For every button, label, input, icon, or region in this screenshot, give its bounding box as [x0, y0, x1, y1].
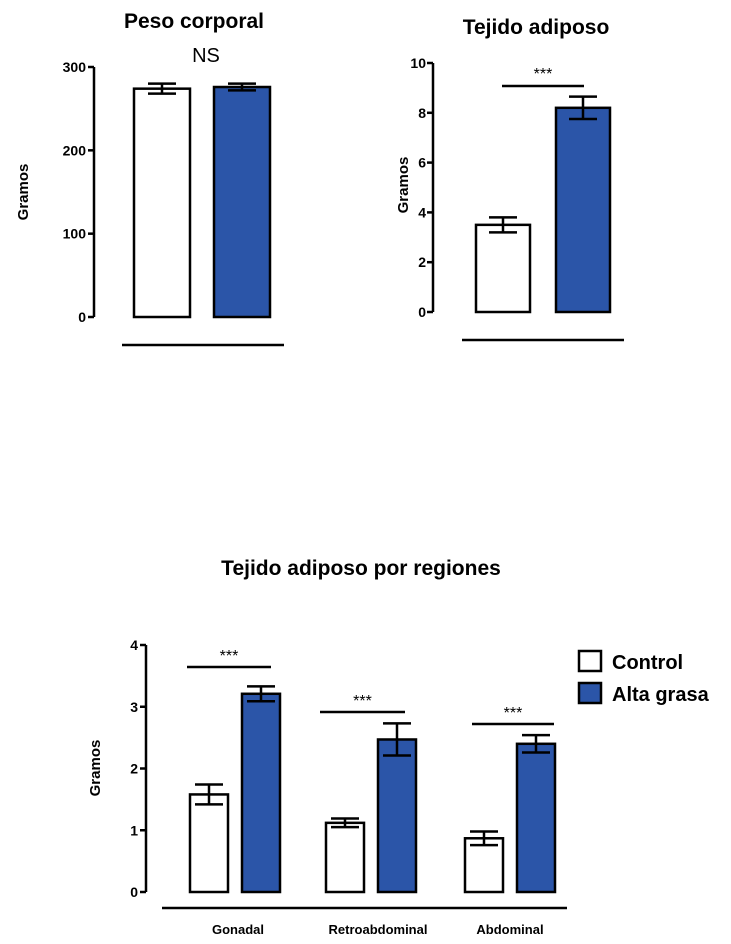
bar-control	[188, 793, 230, 894]
chart-title: Tejido adiposo	[463, 16, 610, 39]
significance-label: ***	[534, 66, 553, 83]
significance-label: ***	[353, 693, 372, 710]
y-axis-label: Gramos	[87, 740, 104, 797]
legend-label: Control	[612, 652, 683, 674]
legend-swatch-alta-grasa	[577, 681, 603, 705]
legend-swatch-control	[577, 649, 603, 673]
chart-title: Tejido adiposo por regiones	[221, 557, 501, 580]
bar-alta-grasa	[240, 692, 282, 894]
bar-alta-grasa	[554, 106, 612, 314]
y-tick-label: 2	[418, 254, 426, 270]
significance-label: ***	[504, 705, 523, 722]
y-tick-label: 3	[130, 699, 138, 715]
x-category-label: Abdominal	[476, 922, 543, 937]
y-tick-label: 4	[130, 637, 138, 653]
significance-label: ***	[220, 648, 239, 665]
y-tick-label: 1	[130, 822, 138, 838]
y-axis-label: Gramos	[15, 164, 32, 221]
y-axis-label: Gramos	[395, 157, 412, 214]
bar-alta-grasa	[376, 738, 418, 894]
y-tick-label: 300	[63, 59, 87, 75]
y-tick-label: 8	[418, 105, 426, 121]
y-tick-label: 200	[63, 142, 87, 158]
legend-label: Alta grasa	[612, 684, 710, 706]
x-category-label: Retroabdominal	[329, 922, 428, 937]
y-tick-label: 2	[130, 761, 138, 777]
y-tick-label: 4	[418, 204, 426, 220]
y-tick-label: 0	[78, 309, 86, 325]
y-tick-label: 6	[418, 155, 426, 171]
significance-label: NS	[192, 45, 220, 67]
y-tick-label: 0	[418, 304, 426, 320]
y-tick-label: 0	[130, 884, 138, 900]
bar-control	[324, 821, 366, 894]
x-category-label: Gonadal	[212, 922, 264, 937]
y-tick-label: 100	[63, 226, 87, 242]
bar-alta-grasa	[212, 85, 272, 319]
bar-control	[132, 87, 192, 319]
chart-title: Peso corporal	[124, 10, 264, 33]
y-tick-label: 10	[410, 55, 426, 71]
bar-alta-grasa	[515, 742, 557, 894]
bar-control	[463, 837, 505, 894]
bar-control	[474, 223, 532, 314]
